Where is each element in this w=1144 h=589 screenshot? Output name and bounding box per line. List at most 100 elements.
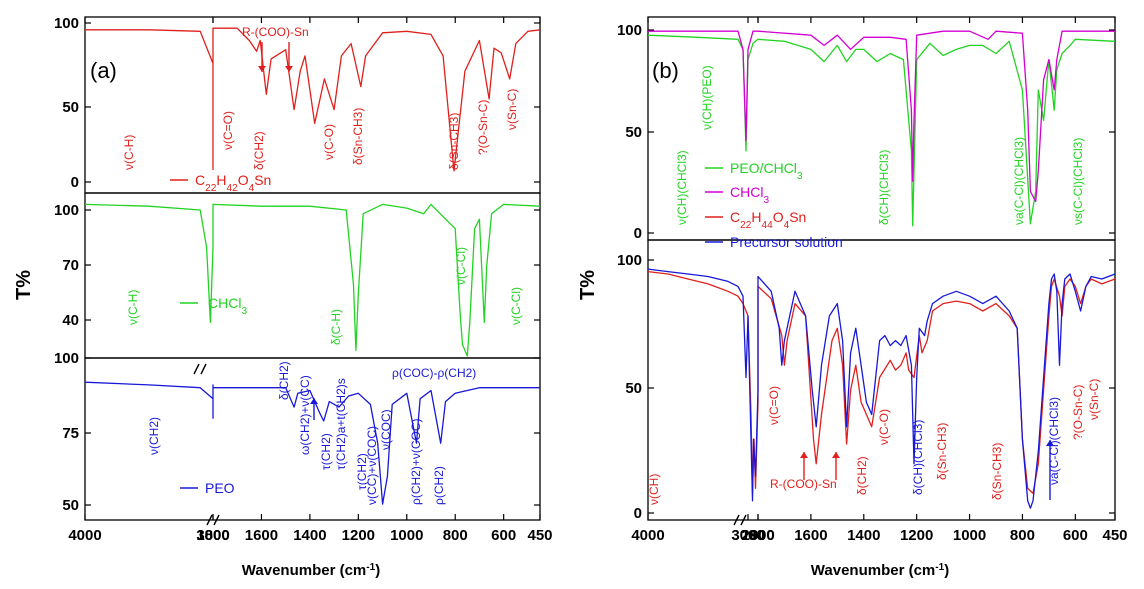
- y-tick-label: 75: [62, 425, 79, 442]
- peak-arrow-head: [832, 452, 840, 458]
- peak-annotation: ρ(CH2)+ν(COC): [409, 419, 423, 506]
- subplot-4: 100 50 0: [617, 239, 1116, 522]
- legend-label: CHCl3: [208, 295, 247, 317]
- peak-annotation: ν(CH2): [147, 417, 161, 455]
- x-axis-title: Wavenumber (cm-1): [811, 562, 949, 580]
- y-tick-label: 50: [62, 99, 79, 116]
- plot-frame: [84, 357, 541, 521]
- peak-annotation: δ(CH2): [277, 361, 291, 400]
- peak-annotation: ω(CH2)+ν(CC): [298, 375, 312, 455]
- y-tick-label: 50: [625, 124, 642, 141]
- peak-annotation: δ(Sn-CH3): [935, 423, 949, 480]
- x-tick-label: 1400: [847, 527, 880, 544]
- peak-annotation: δ(CH)(CHCl3): [877, 150, 891, 225]
- x-tick-label: 4000: [631, 527, 664, 544]
- x-tick-label: 1000: [953, 527, 986, 544]
- peak-annotation: ρ(CH2): [432, 466, 446, 505]
- peak-annotation: ρ(COC)-ρ(CH2): [392, 366, 476, 380]
- peak-annotation: ν(CC)+ν(COC): [365, 426, 379, 505]
- x-tick-label: 800: [1010, 527, 1035, 544]
- peak-annotation: ν(C-Cl): [454, 247, 468, 285]
- subplot-2: 100 75 50: [54, 350, 541, 521]
- series-line-chcl3: [84, 203, 541, 357]
- peak-annotation: νs(C-Cl)(CHCl3): [1071, 138, 1085, 225]
- x-tick-label: 1800: [741, 527, 774, 544]
- y-tick-label: 50: [62, 497, 79, 514]
- peak-annotation: τ(CH2): [319, 433, 333, 470]
- legend-label: C22H42O4Sn: [195, 172, 271, 194]
- series-line-chcl3: [648, 30, 1115, 203]
- plot-frame: [647, 239, 1116, 521]
- series-line-precursor-solution: [647, 268, 1116, 509]
- peak-annotation: νa(C-Cl)(CHCl3): [1047, 397, 1061, 485]
- series-line-peo: [84, 381, 540, 505]
- peak-annotation: δ(Sn-CH3): [990, 443, 1004, 500]
- peak-arrow-head: [258, 66, 266, 72]
- series-line-peo-chcl3: [647, 34, 1116, 227]
- peak-annotation: δ(C-H): [329, 309, 343, 345]
- peak-arrow-head: [310, 398, 318, 404]
- peak-annotation: δ(CH2): [855, 456, 869, 495]
- peak-annotation: ν(CH)(PEO): [700, 65, 714, 130]
- peak-annotation: δ(Sn-CH3): [351, 108, 365, 165]
- x-tick-label: 600: [491, 527, 516, 544]
- x-tick-label: 3000: [196, 527, 229, 544]
- series-line-c22h44o4sn: [647, 270, 1116, 495]
- axis-break-mark: [213, 514, 220, 526]
- panel-label-a: (a): [90, 58, 117, 83]
- peak-annotation: ν(CH)(CHCl3): [675, 150, 689, 225]
- y-axis-title-b: T%: [577, 270, 599, 300]
- x-tick-label: 1200: [342, 527, 375, 544]
- peak-annotation: δ(CH2): [252, 131, 266, 170]
- y-tick-label: 40: [62, 312, 79, 329]
- y-tick-label: 100: [54, 350, 79, 367]
- peak-annotation: δ(Sn-CH3): [447, 113, 461, 170]
- legend-label: Precursor solution: [730, 234, 843, 250]
- y-tick-label: 100: [617, 252, 642, 269]
- axis-break-mark: [193, 363, 200, 375]
- axis-break-mark: [740, 514, 747, 526]
- y-tick-label: 0: [634, 225, 642, 242]
- x-tick-label: 4000: [68, 527, 101, 544]
- x-axis-title: Wavenumber (cm-1): [242, 562, 380, 580]
- peak-annotation: νa(C-Cl)(CHCl3): [1012, 137, 1026, 225]
- peak-annotation: ν(Sn-C): [1087, 379, 1101, 420]
- y-tick-label: 100: [54, 202, 79, 219]
- x-tick-label: 1800: [196, 527, 229, 544]
- x-tick-label: 1400: [293, 527, 326, 544]
- peak-annotation: R-(COO)-Sn: [770, 477, 837, 491]
- peak-annotation: ?(O-Sn-C): [1071, 385, 1085, 440]
- peak-annotation: τ(CH2)a+t(CH2)s: [334, 378, 348, 470]
- peak-annotation: ν(CH): [647, 474, 661, 505]
- peak-annotation: ν(C=O): [221, 111, 235, 150]
- peak-annotation: ν(C-O): [322, 124, 336, 160]
- peak-annotation: ν(C-O): [877, 409, 891, 445]
- axis-break-mark: [206, 514, 213, 526]
- x-tick-label: 600: [1063, 527, 1088, 544]
- peak-annotation: δ(CH)(CHCl3): [911, 420, 925, 495]
- x-tick-label: 1600: [245, 527, 278, 544]
- peak-annotation: τ(CH2): [355, 453, 369, 490]
- x-tick-label: 800: [443, 527, 468, 544]
- x-tick-label: 3000: [731, 527, 764, 544]
- legend-label: PEO: [205, 480, 235, 496]
- peak-annotation: ν(C=O): [767, 386, 781, 425]
- axis-break-mark: [733, 514, 740, 526]
- y-tick-label: 100: [54, 15, 79, 32]
- peak-annotation: ν(C-Cl): [509, 287, 523, 325]
- panel-label-b: (b): [652, 58, 679, 83]
- y-tick-label: 50: [625, 380, 642, 397]
- x-tick-label: 1000: [390, 527, 423, 544]
- peak-annotation: ν(Sn-C): [505, 89, 519, 130]
- y-tick-label: 0: [634, 505, 642, 522]
- peak-arrow-head: [285, 66, 293, 72]
- legend-label: C22H44O4Sn: [730, 209, 806, 231]
- peak-annotation: ?(O-Sn-C): [476, 100, 490, 155]
- y-tick-label: 0: [71, 174, 79, 191]
- y-tick-label: 100: [617, 22, 642, 39]
- x-tick-label: 450: [527, 527, 552, 544]
- x-tick-label: 450: [1102, 527, 1127, 544]
- axis-break-mark: [200, 363, 207, 375]
- x-tick-label: 1600: [794, 527, 827, 544]
